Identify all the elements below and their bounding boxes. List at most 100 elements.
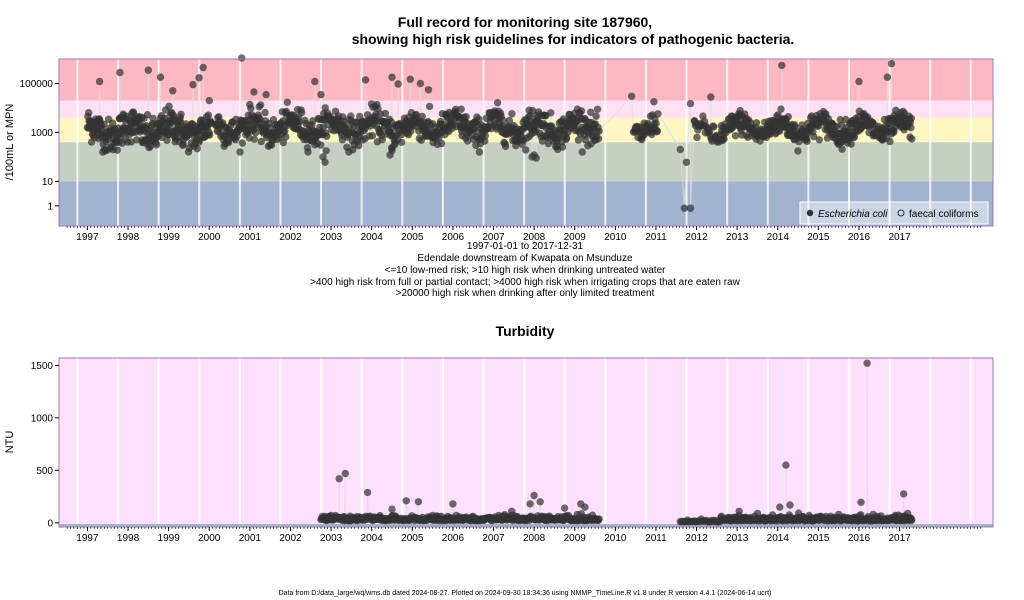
ecoli-point bbox=[295, 118, 303, 126]
ecoli-point bbox=[388, 73, 396, 81]
ecoli-point bbox=[368, 132, 377, 140]
x2-tick-label-2013: 2013 bbox=[726, 533, 749, 544]
ecoli-point bbox=[836, 116, 844, 124]
x2-tick-label-1998: 1998 bbox=[117, 533, 140, 544]
risk-band-0 bbox=[59, 181, 993, 226]
caption-risk-treatment: >20000 high risk when drinking after onl… bbox=[396, 288, 655, 299]
ecoli-point bbox=[236, 148, 244, 156]
ecoli-point bbox=[810, 132, 818, 141]
ecoli-point bbox=[522, 146, 530, 154]
x2-tick-label-2008: 2008 bbox=[523, 533, 546, 544]
turbidity-point bbox=[530, 491, 538, 500]
ecoli-point bbox=[381, 109, 389, 118]
turbidity-point bbox=[449, 500, 457, 508]
turbidity-point bbox=[388, 505, 396, 513]
ecoli-point bbox=[592, 112, 600, 120]
ecoli-point bbox=[682, 158, 691, 166]
ecoli-point bbox=[653, 127, 662, 135]
x2-tick-label-2014: 2014 bbox=[767, 533, 790, 544]
ecoli-point bbox=[195, 74, 203, 82]
ecoli-point bbox=[883, 73, 892, 81]
ecoli-point bbox=[680, 204, 689, 212]
y-tick-label-1: 1 bbox=[47, 201, 53, 212]
x2-tick-label-2005: 2005 bbox=[401, 533, 424, 544]
x-tick-label-1997: 1997 bbox=[76, 232, 99, 243]
x2-tick-label-2010: 2010 bbox=[604, 533, 627, 544]
x-tick-label-2000: 2000 bbox=[198, 232, 221, 243]
ecoli-point bbox=[505, 116, 514, 125]
ecoli-point bbox=[355, 141, 363, 150]
ecoli-point bbox=[204, 111, 213, 119]
ecoli-point bbox=[475, 115, 483, 123]
ecoli-point bbox=[143, 111, 152, 119]
ecoli-point bbox=[475, 148, 484, 156]
ecoli-point bbox=[250, 88, 258, 96]
chart1-x-axis: 1997 1998 1999 2000 2001 2002 2003 2004 2005 2006… bbox=[66, 226, 982, 243]
ecoli-point bbox=[165, 102, 173, 110]
ecoli-point bbox=[508, 110, 516, 118]
ecoli-point bbox=[499, 116, 508, 125]
x-tick-label-2017: 2017 bbox=[888, 232, 911, 243]
ecoli-point bbox=[152, 141, 161, 149]
ecoli-point bbox=[261, 108, 269, 117]
x-tick-label-2012: 2012 bbox=[685, 232, 708, 243]
turbidity-point bbox=[363, 488, 372, 497]
ecoli-point bbox=[457, 105, 465, 113]
x2-tick-label-2011: 2011 bbox=[645, 533, 667, 544]
turbidity-point bbox=[402, 497, 410, 505]
ecoli-point bbox=[361, 76, 370, 84]
x2-tick-label-1997: 1997 bbox=[76, 533, 99, 544]
turbidity-point bbox=[863, 359, 871, 367]
ecoli-point bbox=[177, 110, 185, 119]
chart2-background bbox=[59, 358, 993, 527]
chart2-y-axis-title: NTU bbox=[4, 431, 16, 454]
chart1-title-line1: Full record for monitoring site 187960, bbox=[398, 14, 652, 30]
turbidity-point bbox=[526, 500, 534, 508]
turbidity-point bbox=[786, 501, 794, 509]
ecoli-point bbox=[577, 107, 586, 115]
x-tick-label-2014: 2014 bbox=[767, 232, 790, 243]
ecoli-point bbox=[321, 158, 329, 166]
risk-band-4 bbox=[59, 59, 993, 101]
x-tick-label-2009: 2009 bbox=[564, 232, 587, 243]
ecoli-point bbox=[595, 127, 603, 135]
ecoli-point bbox=[528, 106, 537, 115]
turbidity-point bbox=[908, 515, 916, 524]
ecoli-point bbox=[907, 114, 915, 123]
turbidity-point bbox=[735, 507, 743, 515]
ecoli-point bbox=[317, 90, 325, 99]
x-tick-label-2004: 2004 bbox=[361, 232, 384, 243]
x-tick-label-2016: 2016 bbox=[848, 232, 871, 243]
x-tick-label-2002: 2002 bbox=[279, 232, 302, 243]
caption-date-range: 1997-01-01 to 2017-12-31 bbox=[467, 241, 584, 252]
y2-tick-label-500: 500 bbox=[36, 466, 53, 477]
turbidity-point bbox=[560, 504, 569, 512]
ecoli-point bbox=[424, 86, 433, 94]
ecoli-point bbox=[169, 87, 177, 95]
ecoli-point bbox=[322, 147, 330, 155]
chart1-frame bbox=[58, 58, 994, 227]
ecoli-point bbox=[815, 136, 823, 144]
ecoli-point bbox=[394, 80, 402, 88]
chart2-points bbox=[317, 359, 916, 526]
ecoli-point bbox=[224, 138, 233, 147]
caption-risk-low: <=10 low-med risk; >10 high risk when dr… bbox=[385, 265, 667, 276]
y2-tick-label-1500: 1500 bbox=[31, 361, 54, 372]
ecoli-point bbox=[752, 119, 761, 127]
ecoli-point bbox=[452, 105, 460, 114]
ecoli-point bbox=[650, 98, 658, 106]
ecoli-point bbox=[116, 68, 124, 77]
ecoli-point bbox=[133, 136, 141, 144]
turbidity-point bbox=[581, 503, 589, 511]
x2-tick-label-2003: 2003 bbox=[320, 533, 343, 544]
ecoli-point bbox=[282, 133, 290, 141]
legend-faecal-label: faecal coliforms bbox=[909, 209, 978, 220]
ecoli-point bbox=[731, 132, 740, 140]
x2-tick-label-2001: 2001 bbox=[239, 533, 262, 544]
chart1-y-axis-title: /100mL or MPN bbox=[4, 104, 16, 181]
ecoli-point bbox=[238, 139, 247, 147]
ecoli-point bbox=[574, 136, 583, 144]
ecoli-point bbox=[676, 145, 684, 154]
turbidity-point bbox=[782, 461, 790, 469]
